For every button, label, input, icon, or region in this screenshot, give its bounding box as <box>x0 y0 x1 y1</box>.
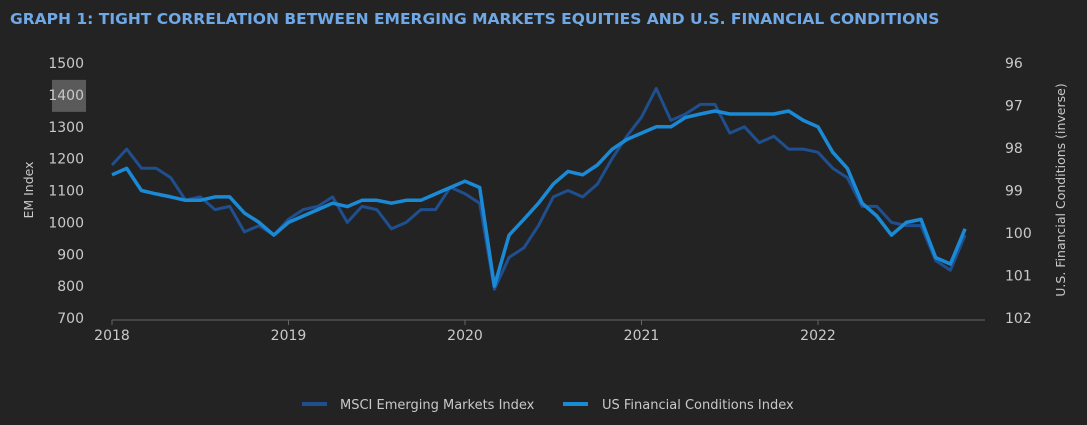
y2-tick-label: 97 <box>1005 99 1023 115</box>
x-tick-label: 2021 <box>624 328 660 344</box>
y-tick-label: 1000 <box>48 215 84 231</box>
y2-tick-label: 98 <box>1005 141 1023 157</box>
left-axis-label: EM Index <box>21 161 36 218</box>
x-tick-label: 2022 <box>800 328 836 344</box>
y-tick-label: 900 <box>57 247 84 263</box>
legend-label-fci: US Financial Conditions Index <box>602 398 794 413</box>
x-tick-label: 2018 <box>94 328 130 344</box>
y2-tick-label: 101 <box>1005 269 1032 285</box>
right-axis: 96 97 98 99 100 101 102 <box>1005 56 1032 327</box>
legend: MSCI Emerging Markets Index US Financial… <box>302 398 794 413</box>
series-line-msci <box>110 87 967 291</box>
y2-tick-label: 99 <box>1005 184 1023 200</box>
y-tick-label: 1500 <box>48 56 84 72</box>
chart-title: GRAPH 1: TIGHT CORRELATION BETWEEN EMERG… <box>10 10 939 28</box>
y2-tick-label: 102 <box>1005 311 1032 327</box>
left-axis: 1500 1400 1300 1200 1100 1000 900 800 700 <box>48 56 86 327</box>
y-tick-label: 1100 <box>48 184 84 200</box>
legend-label-msci: MSCI Emerging Markets Index <box>340 398 535 413</box>
y-tick-label: 1200 <box>48 152 84 168</box>
x-tick-label: 2020 <box>447 328 483 344</box>
tick-highlight <box>52 79 86 112</box>
x-axis: 2018 2019 2020 2021 2022 <box>94 319 985 344</box>
plot-area <box>110 87 967 291</box>
series-line-fci <box>111 109 967 288</box>
x-tick-label: 2019 <box>271 328 307 344</box>
y-tick-label: 1400 <box>48 88 84 104</box>
y-tick-label: 800 <box>57 279 84 295</box>
y-tick-label: 1300 <box>48 120 84 136</box>
y-tick-label: 700 <box>57 311 84 327</box>
y2-tick-label: 100 <box>1005 226 1032 242</box>
right-axis-label: U.S. Financial Conditions (inverse) <box>1053 83 1068 296</box>
y2-tick-label: 96 <box>1005 56 1023 72</box>
